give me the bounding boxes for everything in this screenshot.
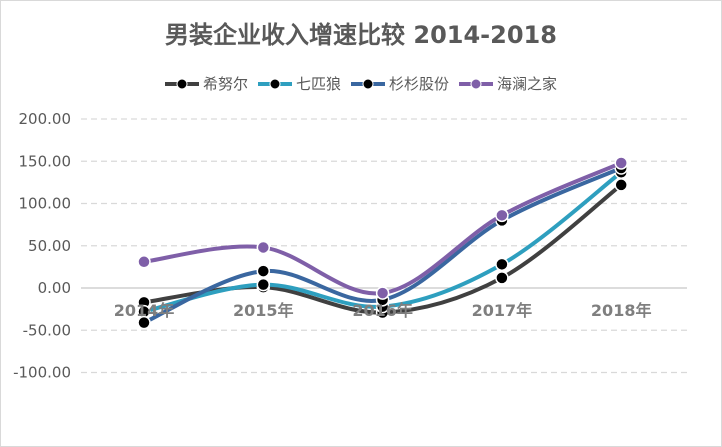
data-point <box>137 315 151 330</box>
legend-marker <box>459 78 494 89</box>
data-point <box>256 277 271 292</box>
legend: 希努尔 七匹狼 杉杉股份 海澜之家 <box>1 73 721 94</box>
data-point <box>495 271 509 285</box>
data-point <box>256 264 271 278</box>
y-tick-label: 100.00 <box>19 195 72 213</box>
legend-label: 七匹狼 <box>295 75 341 93</box>
x-tick-label: 2018年 <box>591 301 652 320</box>
legend-item: 希努尔 <box>164 73 248 94</box>
legend-label: 海澜之家 <box>497 75 558 93</box>
legend-label: 杉杉股份 <box>389 75 450 93</box>
x-tick-label: 2017年 <box>472 301 533 320</box>
y-tick-label: 200.00 <box>19 110 72 128</box>
y-tick-label: 150.00 <box>19 152 72 170</box>
legend-item: 杉杉股份 <box>351 73 449 94</box>
legend-marker <box>257 78 292 89</box>
legend-item: 七匹狼 <box>257 73 341 94</box>
data-point <box>614 156 628 170</box>
data-point <box>375 286 390 300</box>
data-point <box>137 255 151 269</box>
y-tick-label: -50.00 <box>23 321 71 339</box>
x-tick-label: 2014年 <box>114 301 175 320</box>
legend-marker <box>351 78 385 89</box>
x-tick-label: 2015年 <box>233 301 294 320</box>
y-tick-label: -100.00 <box>13 364 71 382</box>
series-line-3 <box>143 161 623 296</box>
data-point <box>495 208 509 223</box>
chart-title: 男装企业收入增速比较 2014-2018 <box>165 21 557 49</box>
data-point <box>495 257 509 272</box>
data-point <box>614 178 628 192</box>
x-tick-label: 2016年 <box>352 301 413 320</box>
legend-marker <box>164 78 199 89</box>
y-tick-label: 0.00 <box>38 279 71 297</box>
data-point <box>256 240 271 255</box>
y-tick-label: 50.00 <box>28 237 71 255</box>
legend-item: 海澜之家 <box>459 73 557 94</box>
legend-label: 希努尔 <box>202 75 248 93</box>
